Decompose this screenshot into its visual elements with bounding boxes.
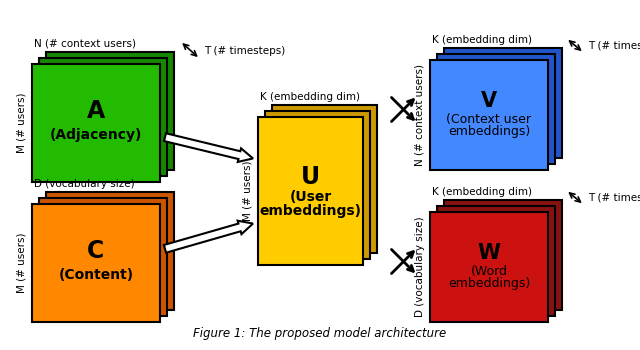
Text: K (embedding dim): K (embedding dim) bbox=[260, 92, 360, 102]
Text: T (# timesteps): T (# timesteps) bbox=[588, 193, 640, 203]
Text: K (embedding dim): K (embedding dim) bbox=[432, 187, 532, 197]
Bar bbox=[265, 111, 370, 259]
Bar bbox=[272, 105, 377, 253]
Text: Figure 1: The proposed model architecture: Figure 1: The proposed model architectur… bbox=[193, 327, 447, 340]
Bar bbox=[430, 60, 548, 170]
Bar bbox=[39, 58, 167, 176]
Bar bbox=[32, 64, 160, 182]
Text: K (embedding dim): K (embedding dim) bbox=[432, 35, 532, 45]
Text: (Adjacency): (Adjacency) bbox=[50, 128, 142, 142]
Text: (Word: (Word bbox=[470, 265, 508, 278]
Text: M (# users): M (# users) bbox=[17, 233, 27, 293]
Bar bbox=[46, 192, 174, 310]
Text: D (vocabulary size): D (vocabulary size) bbox=[34, 179, 134, 189]
Polygon shape bbox=[164, 221, 253, 253]
Bar bbox=[258, 117, 363, 265]
Bar bbox=[437, 206, 555, 316]
Polygon shape bbox=[164, 133, 253, 162]
Text: (Context user: (Context user bbox=[447, 112, 531, 126]
Text: N (# context users): N (# context users) bbox=[34, 39, 136, 49]
Text: (User: (User bbox=[289, 190, 332, 204]
Bar bbox=[46, 52, 174, 170]
Text: V: V bbox=[481, 91, 497, 111]
Text: T (# timesteps): T (# timesteps) bbox=[588, 41, 640, 51]
Text: T (# timesteps): T (# timesteps) bbox=[204, 46, 285, 56]
Text: N (# context users): N (# context users) bbox=[415, 64, 425, 166]
Text: M (# users): M (# users) bbox=[243, 161, 253, 221]
Bar bbox=[437, 54, 555, 164]
Text: (Content): (Content) bbox=[58, 268, 134, 282]
Text: embeddings): embeddings) bbox=[448, 125, 530, 138]
Text: embeddings): embeddings) bbox=[448, 276, 530, 289]
Bar bbox=[430, 212, 548, 322]
Text: embeddings): embeddings) bbox=[259, 204, 362, 218]
Text: U: U bbox=[301, 165, 320, 189]
Bar bbox=[39, 198, 167, 316]
Bar bbox=[32, 204, 160, 322]
Bar bbox=[444, 48, 562, 158]
Bar bbox=[444, 200, 562, 310]
Text: D (vocabulary size): D (vocabulary size) bbox=[415, 217, 425, 317]
Text: C: C bbox=[88, 239, 104, 263]
Text: A: A bbox=[87, 99, 105, 123]
Text: W: W bbox=[477, 243, 500, 263]
Text: M (# users): M (# users) bbox=[17, 93, 27, 153]
